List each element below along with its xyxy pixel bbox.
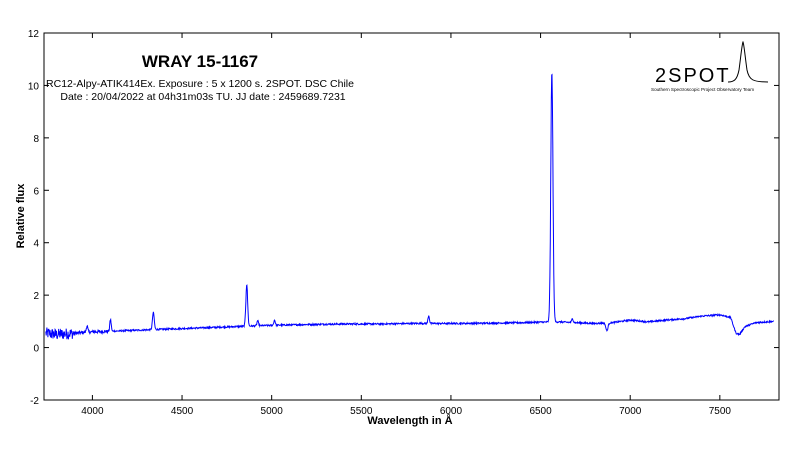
x-tick-label: 7500 xyxy=(709,406,732,417)
x-axis-ticks: 4000 4500 5000 5500 6000 6500 7000 7500 xyxy=(81,33,731,417)
x-axis-title: Wavelength in Å xyxy=(367,414,452,427)
y-tick-label: 0 xyxy=(33,344,39,355)
spectrum-series-line xyxy=(45,73,774,340)
y-tick-label: 12 xyxy=(28,29,40,40)
y-tick-label: 6 xyxy=(33,186,39,197)
logo-tagline: Southern Spectroscopic Project Observato… xyxy=(651,87,754,92)
plot-frame xyxy=(43,32,780,401)
x-tick-label: 6500 xyxy=(529,406,552,417)
logo-text: 2SPOT xyxy=(655,65,731,87)
x-tick-label: 4500 xyxy=(171,406,194,417)
logo-2spot: 2SPOT Southern Spectroscopic Project Obs… xyxy=(651,40,769,92)
y-tick-label: 10 xyxy=(28,81,40,92)
y-tick-label: 4 xyxy=(33,239,39,250)
x-tick-label: 5000 xyxy=(261,406,284,417)
x-tick-label: 4000 xyxy=(81,406,104,417)
chart-title: WRAY 15-1167 xyxy=(142,52,258,71)
chart-subtitle-line-2: Date : 20/04/2022 at 04h31m03s TU. JJ da… xyxy=(60,91,345,103)
y-axis-title: Relative flux xyxy=(15,183,27,249)
y-tick-label: -2 xyxy=(30,396,39,407)
chart-subtitle-line-1: RC12-Alpy-ATIK414Ex. Exposure : 5 x 1200… xyxy=(46,78,354,90)
x-tick-label: 6000 xyxy=(440,406,463,417)
y-axis-ticks: -2 0 2 4 6 8 10 12 xyxy=(28,29,779,407)
x-tick-label: 7000 xyxy=(619,406,642,417)
y-tick-label: 8 xyxy=(33,134,39,145)
y-tick-label: 2 xyxy=(33,291,39,302)
logo-peak-icon xyxy=(727,40,769,83)
x-tick-label: 5500 xyxy=(350,406,373,417)
